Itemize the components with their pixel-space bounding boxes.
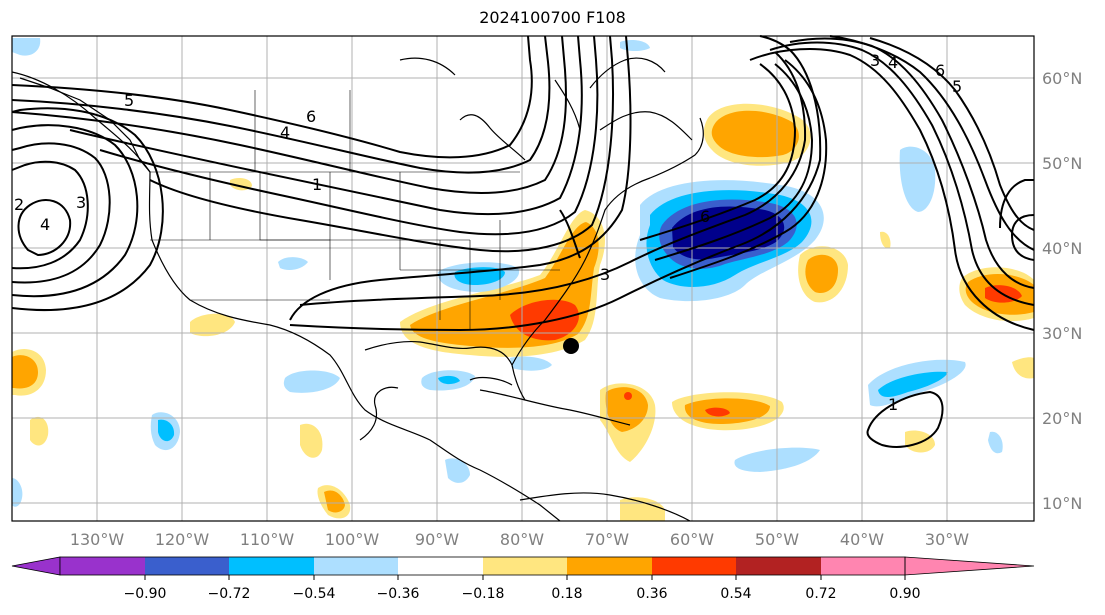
colorbar-segment [229, 557, 314, 575]
contour-label: 6 [935, 61, 945, 80]
coastlines [11, 57, 704, 522]
lon-label: 80°W [500, 530, 544, 549]
colorbar-tick-label: 0.18 [551, 586, 582, 602]
lon-label: 50°W [755, 530, 799, 549]
contour-label: 6 [700, 207, 710, 226]
lon-label: 130°W [70, 530, 125, 549]
contour-label: 4 [280, 123, 290, 142]
contour-label: 5 [124, 91, 134, 110]
graticule [12, 36, 1034, 521]
colorbar-tick-label: −0.90 [124, 586, 167, 602]
colorbar-segment [60, 557, 145, 575]
latitude-labels: 60°N 50°N 40°N 30°N 20°N 10°N [1042, 69, 1082, 513]
lat-label: 30°N [1042, 324, 1082, 343]
contour-label: 2 [14, 195, 24, 214]
colorbar-tick-label: −0.72 [208, 586, 251, 602]
contour-lines [11, 35, 1035, 448]
colorbar-segment [821, 557, 905, 575]
storm-position-marker [563, 338, 579, 354]
colorbar-tick-label: 0.54 [720, 586, 751, 602]
contour-label: 1 [888, 395, 898, 414]
contour-value-labels: 5 6 4 1 2 4 3 3 6 3 4 6 5 1 [14, 51, 962, 414]
lon-label: 90°W [415, 530, 459, 549]
lat-label: 50°N [1042, 154, 1082, 173]
colorbar: −0.90 −0.72 −0.54 −0.36 −0.18 0.18 0.36 … [11, 556, 1035, 602]
map-panel: 5 6 4 1 2 4 3 3 6 3 4 6 5 1 [11, 35, 1035, 522]
colorbar-segment [736, 557, 821, 575]
map-title: 2024100700 F108 [479, 8, 626, 27]
colorbar-segment [483, 557, 567, 575]
lon-label: 100°W [325, 530, 380, 549]
lon-label: 70°W [585, 530, 629, 549]
colorbar-segment [398, 557, 483, 575]
lat-label: 20°N [1042, 409, 1082, 428]
colorbar-segment [145, 557, 229, 575]
lon-label: 30°W [925, 530, 969, 549]
longitude-labels: 130°W 120°W 110°W 100°W 90°W 80°W 70°W 6… [70, 530, 969, 549]
colorbar-tick-label: 0.36 [636, 586, 667, 602]
colorbar-tick-label: −0.54 [293, 586, 336, 602]
contour-label: 3 [870, 51, 880, 70]
colorbar-extend-low [11, 556, 61, 576]
lon-label: 110°W [240, 530, 295, 549]
colorbar-segment [314, 557, 398, 575]
colorbar-segment [567, 557, 652, 575]
contour-label: 3 [76, 193, 86, 212]
contour-label: 4 [40, 215, 50, 234]
contour-label: 4 [888, 53, 898, 72]
contour-label: 5 [952, 77, 962, 96]
colorbar-tick-label: −0.36 [377, 586, 420, 602]
lon-label: 120°W [155, 530, 210, 549]
map-frame [11, 35, 1035, 522]
contour-label: 3 [600, 265, 610, 284]
colorbar-tick-label: 0.90 [889, 586, 920, 602]
colorbar-extend-high [904, 556, 1035, 576]
lat-label: 40°N [1042, 239, 1082, 258]
lat-label: 10°N [1042, 494, 1082, 513]
lon-label: 60°W [670, 530, 714, 549]
colorbar-tick-label: −0.18 [462, 586, 505, 602]
lat-label: 60°N [1042, 69, 1082, 88]
contour-label: 1 [312, 175, 322, 194]
lon-label: 40°W [840, 530, 884, 549]
colorbar-tick-label: 0.72 [805, 586, 836, 602]
contour-label: 6 [306, 107, 316, 126]
colorbar-segment [652, 557, 736, 575]
colorbar-ticks [144, 575, 906, 580]
